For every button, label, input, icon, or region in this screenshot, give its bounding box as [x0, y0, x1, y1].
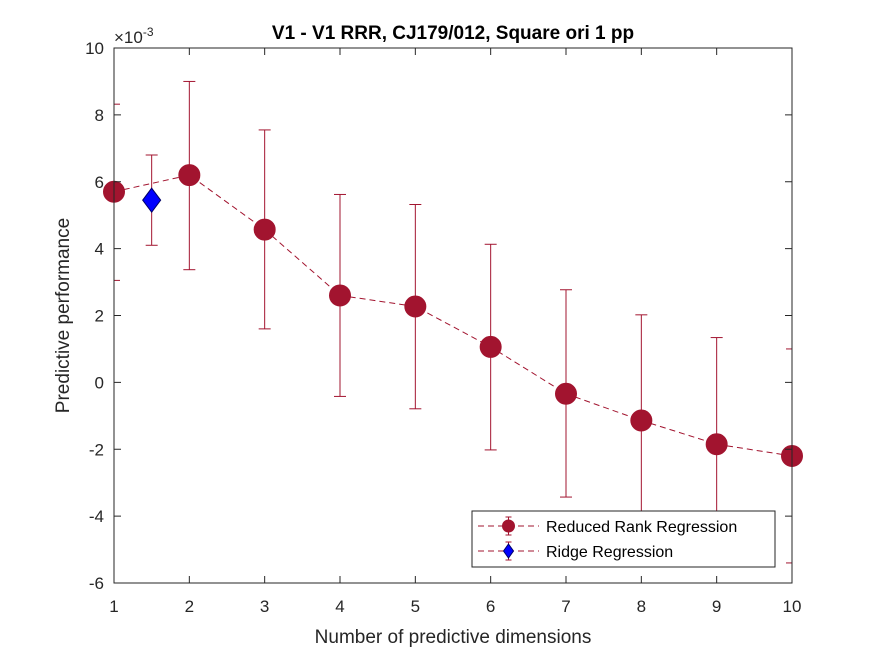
legend-label: Ridge Regression	[546, 544, 673, 561]
legend-box	[471, 510, 776, 568]
x-tick-label: 1	[109, 597, 118, 616]
x-tick-label: 10	[783, 597, 802, 616]
x-tick-label: 8	[637, 597, 646, 616]
plot-area	[114, 48, 792, 583]
series-line-0	[113, 174, 793, 457]
x-tick-label: 7	[561, 597, 570, 616]
data-point-rrr	[404, 295, 427, 318]
legend-marker-circle	[502, 519, 515, 533]
y-tick-label: 10	[85, 39, 104, 58]
data-point-rrr	[329, 284, 351, 307]
x-tick-label: 4	[335, 597, 344, 616]
y-tick-label: 6	[95, 173, 104, 192]
y-axis-exponent: ×10-3	[114, 25, 154, 47]
data-point-rrr	[479, 335, 502, 358]
data-point-rrr	[705, 433, 728, 456]
x-tick-label: 5	[411, 597, 420, 616]
y-tick-label: -4	[89, 507, 104, 526]
y-tick-label: -2	[89, 440, 104, 459]
chart-title: V1 - V1 RRR, CJ179/012, Square ori 1 pp	[272, 23, 634, 44]
x-tick-label: 3	[260, 597, 269, 616]
data-point-rrr	[630, 409, 653, 432]
legend-label: Reduced Rank Regression	[546, 519, 737, 536]
data-point-rrr	[178, 164, 201, 187]
y-axis-label: Predictive performance	[53, 218, 74, 413]
ticks-layer: 1 2 3 4 5 6 7 8 9 10 -6 -4 -2 0 2 4 6 8 10	[85, 39, 801, 616]
y-tick-label: 8	[95, 106, 104, 125]
markers-layer	[103, 164, 803, 467]
lines-layer	[113, 174, 793, 457]
legend-marker-diamond	[502, 543, 515, 559]
y-tick-label: 2	[95, 307, 104, 326]
data-point-rrr	[555, 382, 577, 405]
legend: Reduced Rank Regression Ridge Regression	[471, 510, 776, 568]
data-point-rrr	[253, 218, 276, 241]
x-tick-label: 6	[486, 597, 495, 616]
x-tick-label: 2	[185, 597, 194, 616]
x-axis-label: Number of predictive dimensions	[315, 627, 592, 648]
data-point-ridge	[142, 187, 162, 213]
y-tick-label: 0	[95, 373, 104, 392]
y-tick-label: -6	[89, 574, 104, 593]
x-tick-label: 9	[712, 597, 721, 616]
y-tick-label: 4	[95, 240, 104, 259]
